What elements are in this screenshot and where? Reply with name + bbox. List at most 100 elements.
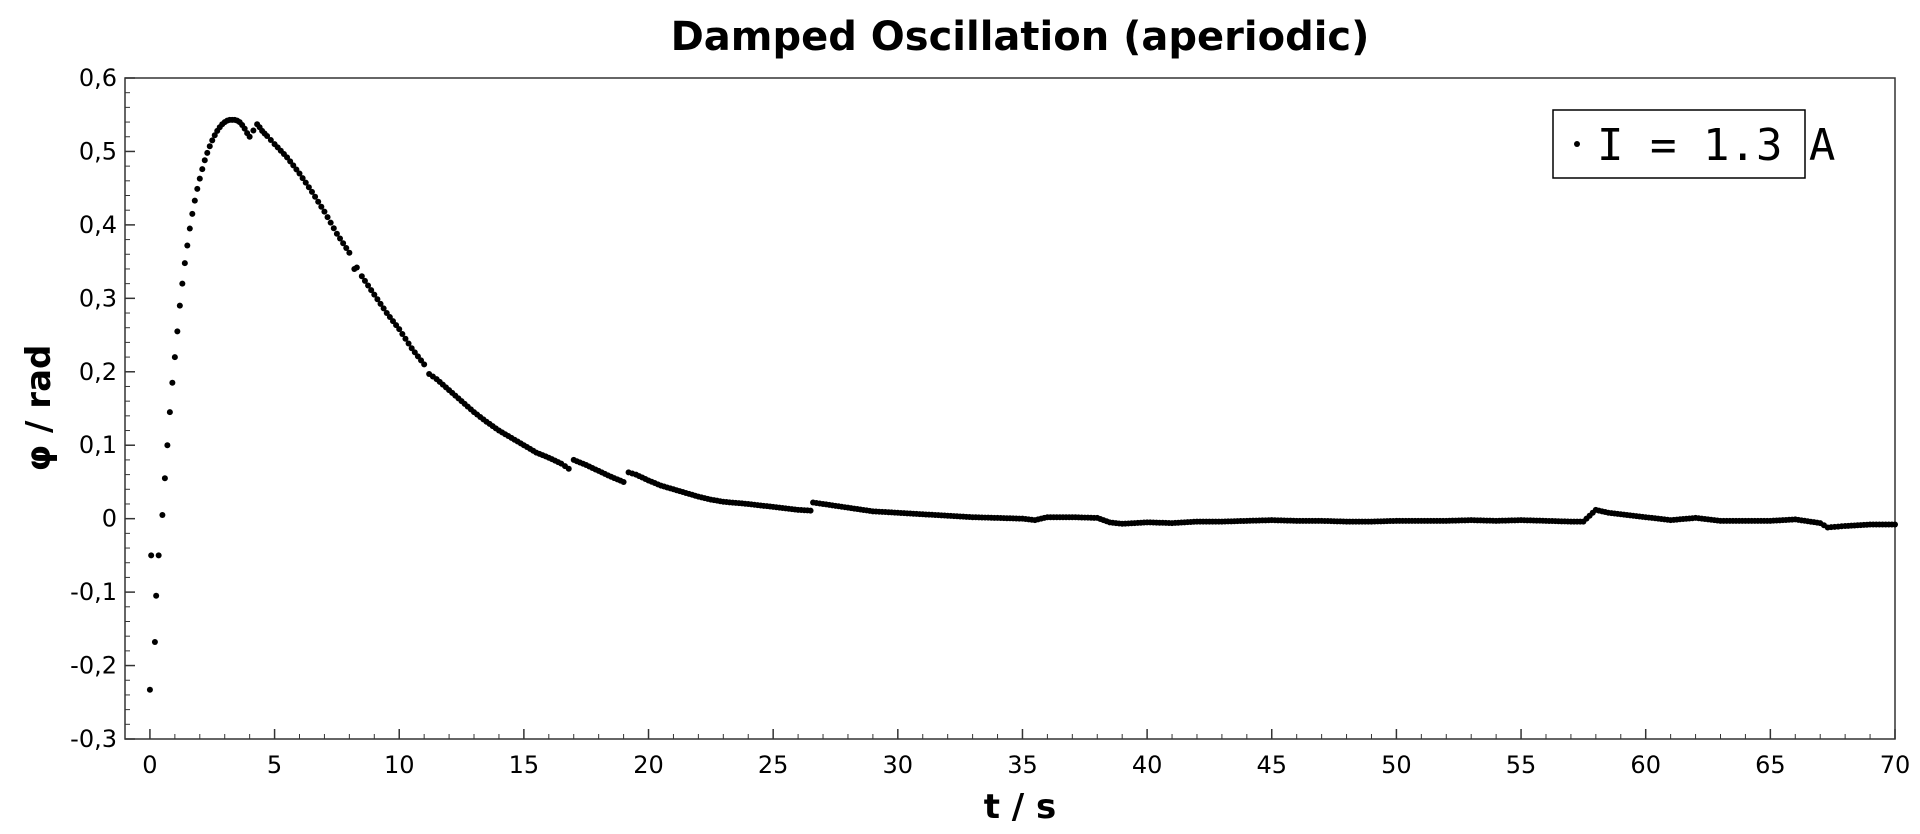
data-point (201, 157, 208, 164)
data-point (267, 137, 274, 144)
data-point (368, 287, 375, 294)
data-point (312, 193, 319, 200)
x-axis-label: t / s (984, 787, 1057, 827)
data-point (418, 357, 425, 364)
x-tick-label: 45 (1256, 751, 1287, 779)
data-point (318, 203, 325, 210)
data-point (393, 322, 400, 329)
data-point (155, 552, 162, 559)
data-point (166, 409, 173, 416)
data-point (174, 328, 181, 335)
data-point (199, 166, 206, 173)
x-tick-label: 10 (384, 751, 415, 779)
data-point (340, 240, 347, 247)
y-tick-label: 0,6 (79, 64, 117, 92)
legend-marker (1574, 141, 1580, 147)
data-point (343, 245, 350, 252)
data-point (204, 149, 211, 156)
data-point (315, 198, 322, 205)
x-axis-ticks: 0 5 10 15 20 25 30 35 40 45 50 55 60 65 70 (142, 729, 1910, 779)
data-point (196, 175, 203, 182)
legend-box (1552, 109, 1806, 179)
y-tick-label: -0,1 (70, 578, 117, 606)
data-point (421, 361, 428, 368)
y-tick-label: 0 (102, 505, 117, 533)
data-point (209, 137, 216, 144)
data-point (411, 349, 418, 356)
data-point (250, 127, 257, 134)
data-point (399, 330, 406, 337)
data-point (371, 291, 378, 298)
x-tick-label: 70 (1880, 751, 1911, 779)
data-point (148, 552, 155, 559)
data-point (146, 686, 153, 693)
data-point (386, 314, 393, 321)
data-point (383, 310, 390, 317)
y-axis-label: φ / rad (19, 345, 59, 472)
y-axis-ticks: 0,6 0,5 0,4 0,3 0,2 0,1 0 -0,1 -0,2 -0,3 (70, 64, 135, 753)
data-point (305, 184, 312, 191)
data-point (241, 125, 248, 132)
data-point (299, 175, 306, 182)
legend-label: I = 1.3 A (1597, 120, 1835, 171)
data-point (337, 235, 344, 242)
data-point (414, 353, 421, 360)
x-tick-label: 60 (1630, 751, 1661, 779)
data-point (365, 282, 372, 289)
data-point (179, 280, 186, 287)
data-point (171, 354, 178, 361)
x-tick-label: 50 (1381, 751, 1412, 779)
data-point (405, 340, 412, 347)
data-point (287, 158, 294, 165)
data-point (293, 166, 300, 173)
data-point (346, 249, 353, 256)
data-point (194, 185, 201, 192)
data-point (402, 335, 409, 342)
data-point (164, 442, 171, 449)
data-point (191, 197, 198, 204)
data-point (189, 210, 196, 217)
data-point (361, 277, 368, 284)
data-point (151, 639, 158, 646)
data-point (153, 592, 160, 599)
legend: I = 1.3 A (1552, 109, 1835, 179)
data-point (358, 273, 365, 280)
data-point (807, 507, 814, 514)
data-point (264, 133, 271, 140)
data-point (565, 465, 572, 472)
y-tick-label: -0,3 (70, 725, 117, 753)
x-tick-label: 5 (267, 751, 282, 779)
x-tick-label: 55 (1506, 751, 1537, 779)
data-point (374, 296, 381, 303)
data-point (161, 475, 168, 482)
data-point (380, 305, 387, 312)
x-tick-label: 30 (883, 751, 914, 779)
y-tick-label: 0,5 (79, 137, 117, 165)
x-tick-label: 40 (1132, 751, 1163, 779)
y-tick-label: 0,1 (79, 431, 117, 459)
data-point (1892, 521, 1898, 528)
x-tick-label: 0 (142, 751, 157, 779)
y-tick-label: 0,4 (79, 211, 117, 239)
y-tick-label: -0,2 (70, 652, 117, 680)
data-point (176, 302, 183, 309)
data-point (308, 188, 315, 195)
data-point (181, 260, 188, 267)
data-point (321, 208, 328, 215)
x-tick-label: 65 (1755, 751, 1786, 779)
data-point (296, 170, 303, 177)
chart-title: Damped Oscillation (aperiodic) (671, 14, 1370, 60)
data-point (620, 478, 627, 485)
data-point (408, 345, 415, 352)
data-point (324, 214, 331, 221)
data-point (169, 379, 176, 386)
x-tick-label: 20 (633, 751, 664, 779)
plot-frame (124, 77, 1896, 740)
x-tick-label: 15 (509, 751, 540, 779)
data-point (353, 264, 360, 271)
data-point (159, 511, 166, 518)
data-point (186, 225, 193, 232)
y-tick-label: 0,2 (79, 358, 117, 386)
data-point (327, 219, 334, 226)
